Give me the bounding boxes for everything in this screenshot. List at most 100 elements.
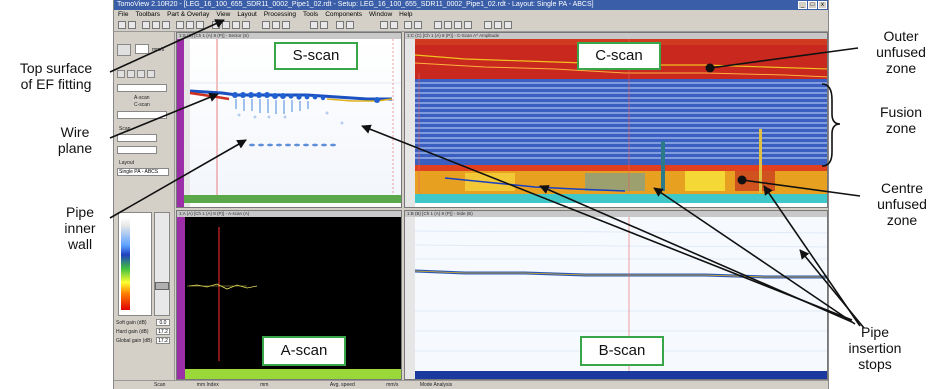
layout-label: Layout — [119, 160, 135, 166]
arrow-right-icon[interactable] — [127, 70, 135, 78]
scan-label: Scan — [119, 126, 131, 132]
annotation-outer-unfused: Outer unfused zone — [876, 28, 926, 76]
layout-icon[interactable] — [212, 21, 220, 29]
ascan-purple-ruler — [177, 217, 185, 379]
palette-red-icon[interactable] — [434, 21, 442, 29]
gain-slider[interactable] — [154, 212, 170, 316]
gate-select[interactable] — [117, 111, 167, 119]
scan-icon[interactable] — [262, 21, 270, 29]
gate-icon[interactable] — [282, 21, 290, 29]
menu-file[interactable]: File — [118, 11, 129, 18]
palette-blue-icon[interactable] — [444, 21, 452, 29]
global-gain-value[interactable]: 17.2 — [156, 337, 170, 344]
export-icon[interactable] — [404, 21, 412, 29]
cscan-bottom-ruler — [415, 194, 827, 203]
palette-green-icon[interactable] — [454, 21, 462, 29]
open-file-icon[interactable] — [118, 21, 126, 29]
menu-window[interactable]: Window — [369, 11, 393, 18]
report-icon[interactable] — [484, 21, 492, 29]
hard-gain-label: Hard gain (dB) — [116, 329, 149, 335]
record-icon[interactable] — [380, 21, 388, 29]
color-palette-bar — [121, 218, 130, 310]
left-control-panel: mm/s A-scan C-scan Scan Layout Single PA… — [114, 32, 175, 389]
pan-icon[interactable] — [162, 21, 170, 29]
status-index: mm Index — [196, 382, 219, 388]
global-gain-label: Global gain (dB) — [116, 338, 153, 344]
menu-tools[interactable]: Tools — [303, 11, 319, 18]
annotation-top-surface: Top surface of EF fitting — [19, 60, 93, 92]
tomoview-window: TomoView 2.10R20 - [LEG_16_100_655_SDR11… — [113, 0, 829, 389]
bscan-label: B-scan — [580, 336, 664, 366]
menu-help[interactable]: Help — [399, 11, 413, 18]
bscan-header: 1:B (B) [Ch 1 (A) 8 (P)] - Side (B) — [405, 211, 827, 217]
overlay-icon[interactable] — [346, 21, 354, 29]
table-icon[interactable] — [232, 21, 240, 29]
close-button[interactable]: x — [818, 1, 827, 9]
plus-icon[interactable] — [137, 70, 145, 78]
axis-select[interactable] — [117, 146, 157, 154]
print-icon[interactable] — [494, 21, 502, 29]
soft-gain-label: Soft gain (dB) — [116, 320, 147, 326]
menu-view[interactable]: View — [216, 11, 231, 18]
palette-yellow-icon[interactable] — [464, 21, 472, 29]
scan-select[interactable] — [117, 134, 157, 142]
hard-gain-value[interactable]: 17.2 — [156, 328, 170, 335]
hand-tool-icon[interactable] — [117, 44, 131, 56]
save-icon[interactable] — [128, 21, 136, 29]
status-scan: Scan — [154, 382, 166, 388]
cscan-left-ruler — [405, 39, 415, 207]
arrow-left-icon[interactable] — [117, 70, 125, 78]
sscan-bottom-ruler — [184, 195, 401, 203]
chart-icon[interactable] — [242, 21, 250, 29]
cursor-icon[interactable] — [142, 21, 150, 29]
annotation-centre-unfused: Centre unfused zone — [877, 180, 927, 228]
ascan-label: A-scan — [262, 336, 346, 366]
annotation-pipe-insertion-stops: Pipe insertion stops — [848, 324, 902, 372]
status-bar: Scan mm Index mm Avg. speed mm/s Mode An… — [114, 380, 828, 389]
menu-components[interactable]: Components — [325, 11, 363, 18]
view-icon[interactable] — [222, 21, 230, 29]
bscan-left-ruler — [405, 217, 415, 379]
zoom-icon[interactable] — [152, 21, 160, 29]
sscan-header: 1:S (S) [Ch 1 (A) 8 (P)] - Sector (S) — [177, 33, 401, 39]
pencil-icon[interactable] — [320, 21, 328, 29]
wand-icon[interactable] — [310, 21, 318, 29]
gain-slider-thumb[interactable] — [155, 282, 169, 290]
status-speed-units: mm/s — [386, 382, 399, 388]
menu-layout[interactable]: Layout — [237, 11, 257, 18]
minus-icon[interactable] — [147, 70, 155, 78]
sscan-depth-ruler — [184, 39, 190, 207]
speed-units: mm/s — [152, 47, 165, 53]
measure-icon[interactable] — [186, 21, 194, 29]
window-title: TomoView 2.10R20 - [LEG_16_100_655_SDR11… — [114, 0, 828, 10]
maximize-button[interactable]: □ — [808, 1, 817, 9]
menu-toolbars[interactable]: Toolbars — [135, 11, 161, 18]
annotation-pipe-inner-wall: Pipe inner wall — [64, 204, 96, 252]
menu-part-overlay[interactable]: Part & Overlay — [167, 11, 210, 18]
menu-bar: File Toolbars Part & Overlay View Layout… — [114, 10, 828, 19]
layout-select[interactable]: Single PA - ABCS — [117, 168, 169, 176]
bscan-bottom-ruler — [415, 371, 827, 379]
status-mode: Mode Analysis — [419, 382, 453, 388]
grid-icon[interactable] — [176, 21, 184, 29]
probe-icon[interactable] — [272, 21, 280, 29]
ascan-bottom-ruler — [185, 369, 401, 379]
cscan-header: 1:C (C) [Ch 1 (A) 8 (P)] - C-Scan A^ Amp… — [405, 33, 827, 39]
help-icon[interactable] — [504, 21, 512, 29]
ruler-icon[interactable] — [196, 21, 204, 29]
annotation-fusion-zone: Fusion zone — [879, 104, 923, 136]
import-icon[interactable] — [414, 21, 422, 29]
speed-input[interactable] — [135, 44, 149, 54]
cscan-label: C-scan — [577, 42, 661, 70]
pause-icon[interactable] — [390, 21, 398, 29]
frame-icon[interactable] — [336, 21, 344, 29]
ascan-option[interactable]: A-scan — [134, 95, 150, 101]
soft-gain-value[interactable]: 0.0 — [156, 319, 170, 326]
annotation-wire-plane: Wire plane — [57, 124, 93, 156]
status-mm: mm — [260, 382, 269, 388]
sscan-purple-ruler — [177, 39, 184, 207]
minimize-button[interactable]: _ — [798, 1, 807, 9]
cscan-option[interactable]: C-scan — [134, 102, 150, 108]
menu-processing[interactable]: Processing — [263, 11, 296, 18]
channel-select[interactable] — [117, 84, 167, 92]
